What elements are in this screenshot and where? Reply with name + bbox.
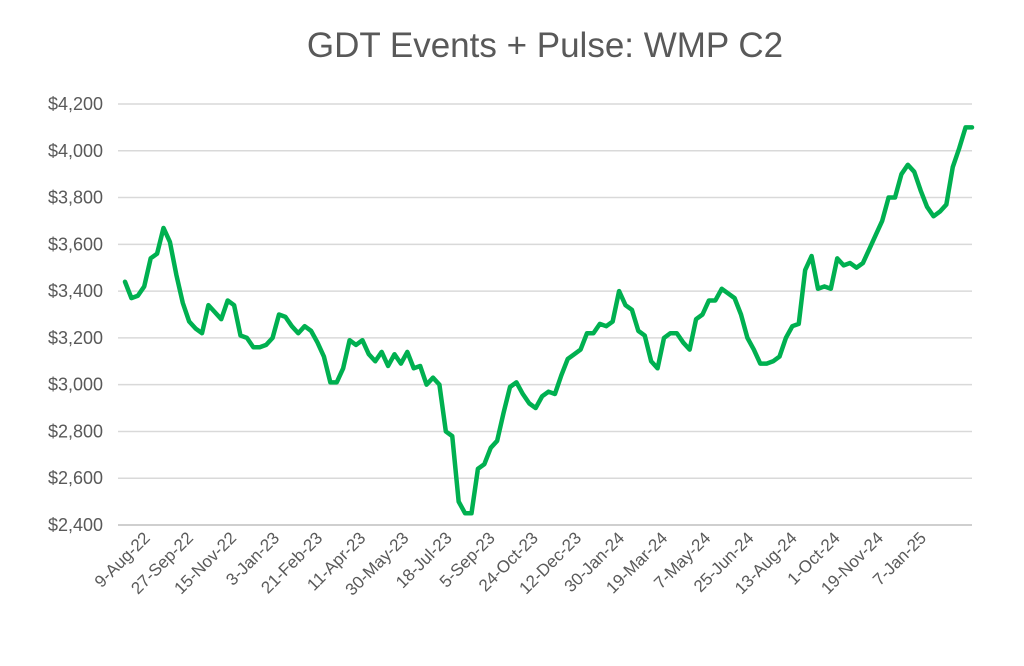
y-tick-label: $2,600 — [48, 468, 103, 488]
x-axis: 9-Aug-2227-Sep-2215-Nov-223-Jan-2321-Feb… — [91, 528, 930, 599]
y-tick-label: $3,000 — [48, 375, 103, 395]
chart-title: GDT Events + Pulse: WMP C2 — [307, 26, 783, 65]
y-tick-label: $3,400 — [48, 281, 103, 301]
y-tick-label: $2,800 — [48, 421, 103, 441]
y-tick-label: $3,600 — [48, 234, 103, 254]
y-axis: $2,400 $2,600 $2,800 $3,000 $3,200 $3,400 $3,6… — [48, 94, 103, 535]
y-tick-label: $3,200 — [48, 328, 103, 348]
y-tick-label: $2,400 — [48, 515, 103, 535]
y-tick-label: $4,000 — [48, 141, 103, 161]
series-line — [122, 125, 975, 516]
series-layer — [122, 125, 975, 516]
y-tick-label: $3,800 — [48, 188, 103, 208]
gridlines — [118, 103, 972, 526]
y-tick-label: $4,200 — [48, 94, 103, 114]
